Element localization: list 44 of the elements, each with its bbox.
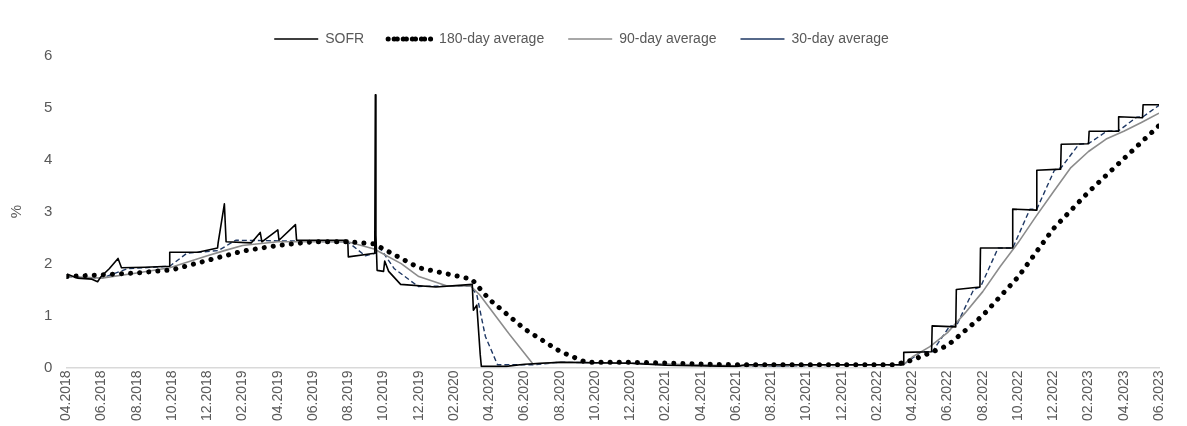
x-tick-label: 04.2022 <box>903 370 920 421</box>
x-tick-label: 12.2021 <box>832 370 849 421</box>
x-tick-label: 06.2022 <box>938 370 955 421</box>
x-tick-label: 08.2020 <box>550 370 567 421</box>
x-tick-label: 10.2020 <box>585 370 602 421</box>
x-tick-label: 10.2021 <box>797 370 814 421</box>
legend-label: SOFR <box>325 29 365 46</box>
x-tick-label: 02.2020 <box>444 370 461 421</box>
legend-label: 90-day average <box>619 29 717 46</box>
x-tick-label: 04.2019 <box>268 370 285 421</box>
y-tick-label: 2 <box>44 253 53 271</box>
x-tick-label: 04.2020 <box>480 370 497 421</box>
y-tick-label: 6 <box>44 46 53 64</box>
x-tick-label: 12.2018 <box>198 370 215 421</box>
x-tick-label: 10.2018 <box>162 370 179 421</box>
y-tick-label: 3 <box>44 201 53 219</box>
y-tick-label: 0 <box>44 357 53 375</box>
legend-label: 180-day average <box>439 29 545 46</box>
x-tick-label: 08.2018 <box>127 370 144 421</box>
y-tick-label: 4 <box>44 149 53 167</box>
x-tick-label: 02.2022 <box>867 370 884 421</box>
x-tick-label: 12.2019 <box>409 370 426 421</box>
x-tick-label: 04.2018 <box>57 370 74 421</box>
x-tick-label: 12.2020 <box>621 370 638 421</box>
y-tick-label: 1 <box>44 305 53 323</box>
x-tick-label: 08.2022 <box>973 370 990 421</box>
x-tick-label: 12.2022 <box>1044 370 1061 421</box>
x-tick-label: 02.2023 <box>1079 370 1096 421</box>
x-tick-label: 10.2019 <box>374 370 391 421</box>
x-tick-label: 06.2018 <box>92 370 109 421</box>
x-tick-label: 06.2020 <box>515 370 532 421</box>
legend-label: 30-day average <box>791 29 889 46</box>
x-tick-label: 06.2019 <box>303 370 320 421</box>
x-tick-label: 08.2021 <box>762 370 779 421</box>
x-tick-label: 02.2019 <box>233 370 250 421</box>
x-tick-label: 02.2021 <box>656 370 673 421</box>
x-tick-label: 04.2023 <box>1114 370 1131 421</box>
x-tick-label: 08.2019 <box>339 370 356 421</box>
x-tick-label: 10.2022 <box>1008 370 1025 421</box>
x-tick-label: 04.2021 <box>691 370 708 421</box>
x-tick-label: 06.2023 <box>1149 370 1166 421</box>
y-axis-title: % <box>7 205 25 219</box>
y-tick-label: 5 <box>44 98 53 116</box>
x-tick-label: 06.2021 <box>726 370 743 421</box>
